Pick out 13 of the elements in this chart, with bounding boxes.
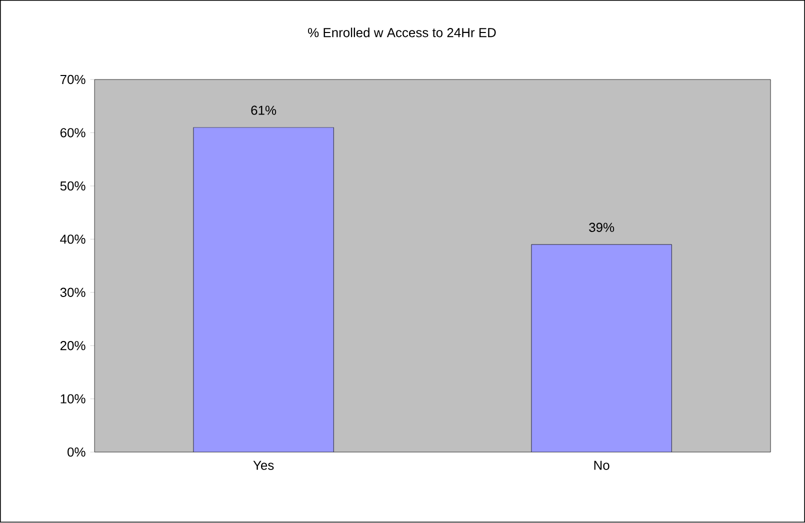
y-tick-label: 30% — [60, 288, 86, 298]
y-tick-label: 20% — [60, 341, 86, 350]
x-tick-label: Yes — [253, 461, 274, 470]
y-tick-label: 60% — [60, 128, 86, 138]
y-tick-label: 0% — [68, 448, 86, 457]
y-tick-label: 40% — [60, 234, 86, 244]
y-tick-label: 10% — [60, 394, 86, 404]
data-label: 39% — [589, 222, 614, 232]
y-tick-label: 50% — [60, 182, 86, 191]
x-tick-label: No — [594, 461, 610, 470]
chart-title: % Enrolled w Access to 24Hr ED — [308, 28, 496, 38]
y-tick-label: 70% — [60, 75, 86, 84]
data-label: 61% — [251, 106, 276, 116]
